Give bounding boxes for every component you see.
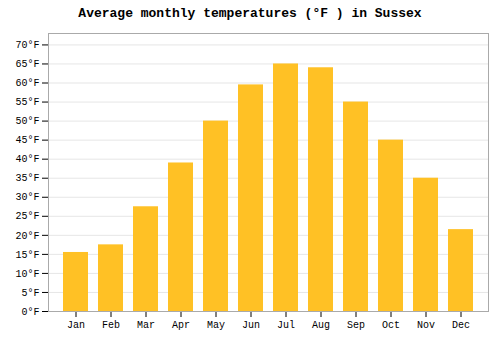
svg-text:60°F: 60°F [15,78,39,89]
svg-text:Mar: Mar [137,320,155,331]
svg-text:May: May [207,320,225,331]
svg-text:45°F: 45°F [15,135,39,146]
svg-text:Nov: Nov [417,320,435,331]
svg-text:70°F: 70°F [15,40,39,51]
svg-text:50°F: 50°F [15,116,39,127]
svg-text:5°F: 5°F [21,288,39,299]
svg-text:Jan: Jan [67,320,85,331]
svg-text:20°F: 20°F [15,231,39,242]
svg-text:40°F: 40°F [15,154,39,165]
html-text:Average monthly temperatures (: Average monthly temperatures (°F ) in Su… [78,6,422,21]
svg-text:Sep: Sep [347,320,365,331]
svg-text:Jul: Jul [277,320,295,331]
svg-text:0°F: 0°F [21,307,39,318]
svg-text:Dec: Dec [452,320,470,331]
svg-text:Feb: Feb [102,320,120,331]
svg-text:Aug: Aug [312,320,330,331]
svg-text:Apr: Apr [172,320,190,331]
svg-text:10°F: 10°F [15,269,39,280]
svg-text:15°F: 15°F [15,250,39,261]
svg-text:65°F: 65°F [15,59,39,70]
svg-text:30°F: 30°F [15,192,39,203]
svg-text:35°F: 35°F [15,173,39,184]
svg-text:Jun: Jun [242,320,260,331]
svg-text:55°F: 55°F [15,97,39,108]
svg-text:Oct: Oct [382,320,400,331]
svg-text:25°F: 25°F [15,211,39,222]
